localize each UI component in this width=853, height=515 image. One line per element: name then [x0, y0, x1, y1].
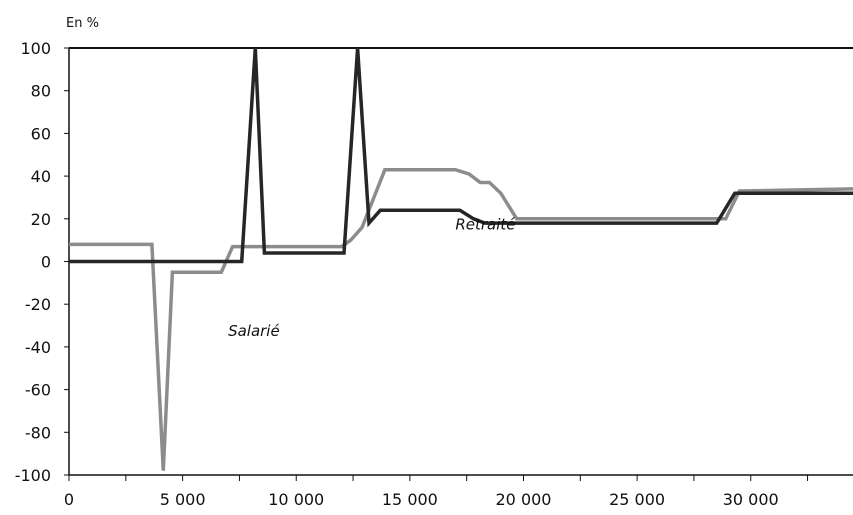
x-tick-label: 5 000	[160, 490, 206, 509]
y-tick-label: -20	[25, 295, 51, 314]
y-tick-label: -80	[25, 423, 51, 442]
x-tick-label: 25 000	[609, 490, 665, 509]
y-tick-label: 0	[41, 253, 51, 272]
y-tick-label: 20	[31, 210, 51, 229]
y-tick-label: 60	[31, 124, 51, 143]
y-tick-label: 100	[20, 39, 51, 58]
x-tick-label: 30 000	[723, 490, 779, 509]
y-tick-label: -100	[15, 466, 51, 485]
annotation-label: Salarié	[228, 322, 280, 340]
y-axis: 100 80 60 40 20 0 -20 -40 -60 -80 -100	[15, 39, 70, 485]
y-tick-label: -60	[25, 381, 51, 400]
x-tick-label: 20 000	[496, 490, 552, 509]
series-line-salarie	[69, 167, 853, 471]
series-layer	[69, 47, 853, 471]
x-tick-label: 10 000	[268, 490, 324, 509]
y-tick-label: 40	[31, 167, 51, 186]
annotations: Retraité Salarié	[228, 215, 515, 340]
y-tick-label: 80	[31, 82, 51, 101]
x-tick-label: 0	[64, 490, 74, 509]
series-line-retraite	[69, 47, 853, 264]
y-tick-label: -40	[25, 338, 51, 357]
unit-label: En %	[66, 16, 99, 31]
x-tick-label: 15 000	[382, 490, 438, 509]
annotation-label: Retraité	[455, 215, 515, 233]
x-axis: 0 5 000 10 000 15 000 20 000 25 000 30 000	[64, 474, 853, 509]
